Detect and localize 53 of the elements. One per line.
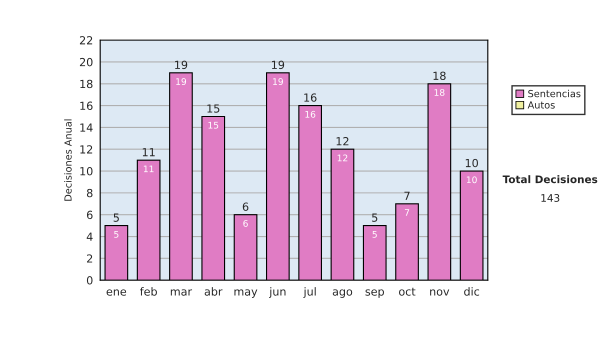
data-label: 19: [176, 78, 186, 85]
x-tick-label: mar: [170, 289, 192, 296]
total-label: 12: [336, 137, 348, 146]
x-tick-label: dic: [464, 287, 480, 296]
total-label: 5: [114, 214, 119, 222]
total-label: 6: [242, 202, 248, 211]
data-label: 5: [114, 231, 118, 238]
y-tick-label: 8: [86, 188, 92, 198]
y-tick-label: 4: [86, 232, 93, 241]
total-label: 18: [434, 72, 446, 80]
y-tick-label: 14: [80, 124, 93, 132]
total-label: 19: [175, 60, 188, 70]
y-tick-label: 10: [80, 167, 93, 176]
data-label: 15: [208, 122, 218, 129]
y-tick-label: 16: [80, 102, 93, 110]
y-tick-label: 0: [86, 276, 93, 285]
x-tick-label: may: [234, 289, 258, 298]
x-tick-label: sep: [366, 289, 384, 298]
y-tick-label: 2: [87, 254, 92, 263]
x-tick-label: ago: [332, 289, 352, 298]
y-tick-label: 22: [80, 36, 92, 44]
data-label: 11: [144, 166, 154, 172]
data-label: 5: [372, 231, 377, 238]
x-tick-label: ene: [106, 289, 126, 296]
data-label: 16: [305, 110, 316, 118]
total-label: 15: [207, 104, 220, 113]
y-tick-label: 6: [86, 210, 93, 220]
data-label: 6: [243, 220, 248, 227]
legend-label: Sentencias: [528, 90, 580, 98]
total-label: 10: [466, 158, 478, 168]
legend-label: Autos: [528, 101, 555, 109]
total-label: 5: [372, 214, 378, 222]
data-label: 10: [466, 176, 477, 184]
x-tick-label: jul: [303, 287, 316, 298]
total-label: 11: [142, 148, 155, 156]
total-label: 19: [272, 60, 284, 70]
data-label: 12: [338, 154, 348, 162]
x-tick-label: oct: [399, 288, 416, 296]
x-tick-label: feb: [140, 287, 157, 296]
y-tick-label: 18: [80, 80, 92, 88]
y-axis-title: Decisiones Anual: [64, 119, 72, 201]
total-label: 16: [304, 93, 317, 102]
text: 143: [541, 194, 560, 202]
total-label: 7: [404, 192, 410, 200]
x-tick-label: jun: [269, 287, 286, 298]
x-tick-label: abr: [204, 287, 222, 296]
data-label: 7: [404, 209, 410, 216]
y-tick-label: 12: [80, 145, 92, 154]
data-label: 18: [434, 89, 444, 96]
text: Total Decisiones: [502, 175, 598, 184]
data-label: 19: [273, 78, 283, 85]
y-tick-label: 20: [80, 58, 93, 66]
x-tick-label: nov: [430, 289, 450, 296]
